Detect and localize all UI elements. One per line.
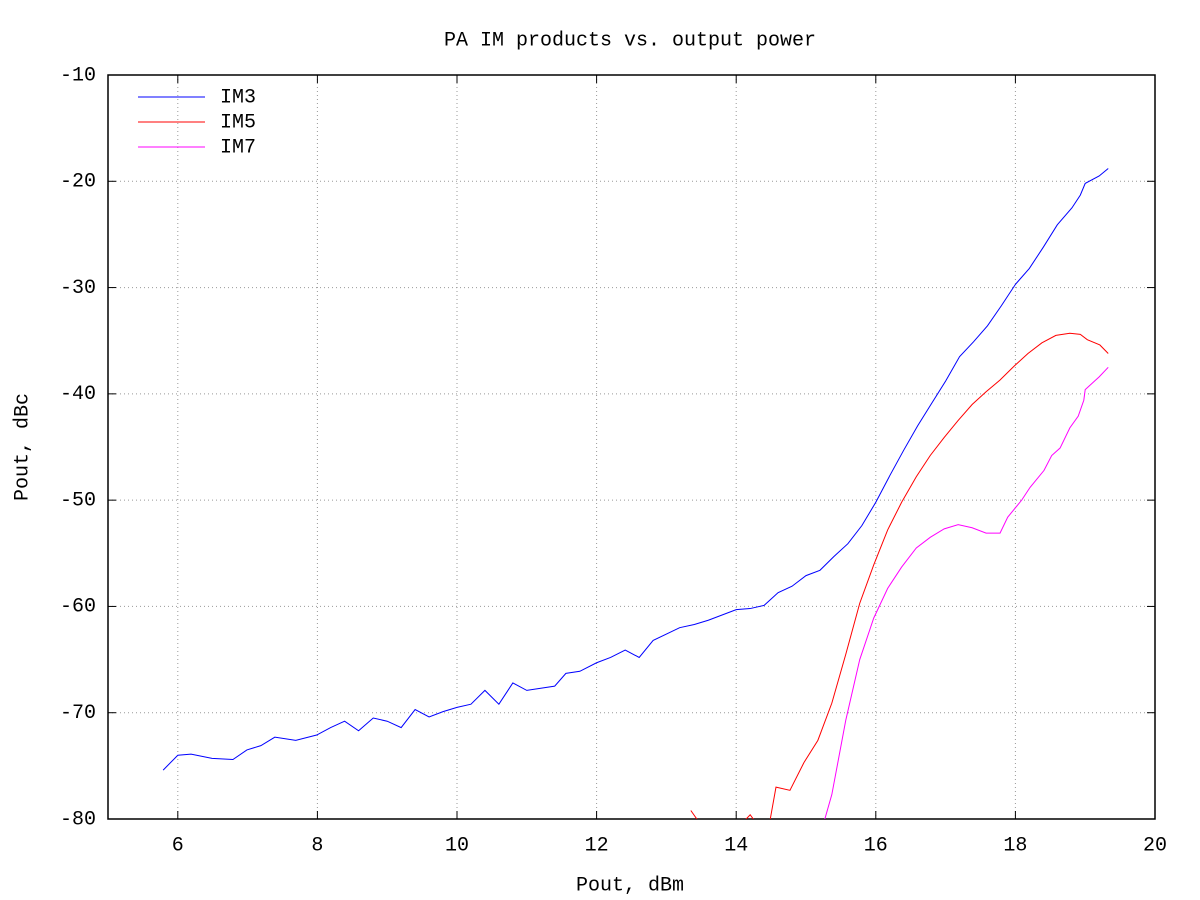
legend-label: IM3 (220, 86, 256, 109)
y-tick-label: -30 (60, 277, 96, 300)
y-axis-label: Pout, dBc (11, 393, 34, 501)
x-tick-label: 10 (445, 834, 469, 857)
x-tick-label: 16 (864, 834, 888, 857)
x-tick-label: 18 (1003, 834, 1027, 857)
chart-title: PA IM products vs. output power (444, 29, 816, 52)
x-tick-label: 8 (311, 834, 323, 857)
legend-label: IM7 (220, 136, 256, 159)
x-tick-label: 20 (1143, 834, 1167, 857)
plot-area (162, 168, 1109, 819)
y-tick-label: -10 (60, 64, 96, 87)
plot-frame (107, 74, 1156, 820)
series-line (690, 332, 1109, 819)
legend-label: IM5 (220, 111, 256, 134)
x-tick-label: 14 (724, 834, 748, 857)
y-tick-label: -20 (60, 171, 96, 194)
x-tick-label: 6 (172, 834, 184, 857)
y-tick-label: -80 (60, 808, 96, 831)
x-tick-label: 12 (585, 834, 609, 857)
x-axis-label: Pout, dBm (576, 874, 684, 897)
series-line (162, 168, 1109, 771)
y-tick-label: -50 (60, 489, 96, 512)
y-tick-label: -40 (60, 383, 96, 406)
series-line (824, 366, 1109, 819)
y-tick-label: -60 (60, 596, 96, 619)
y-tick-label: -70 (60, 702, 96, 725)
